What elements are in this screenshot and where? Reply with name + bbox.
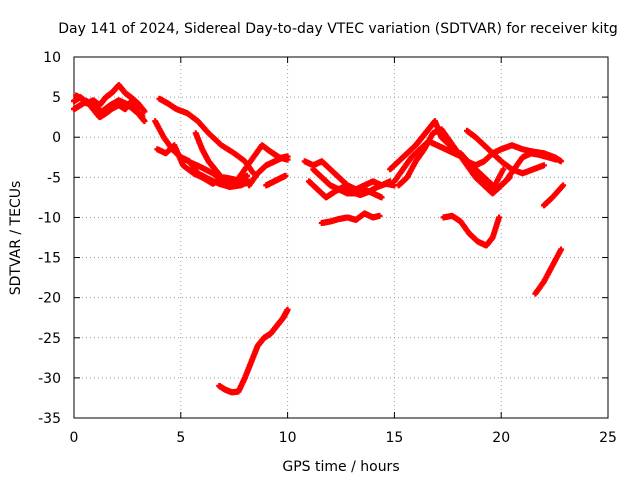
data-point [376, 212, 383, 219]
y-tick-label: 5 [52, 90, 61, 106]
y-tick-label: -5 [47, 170, 61, 186]
y-tick-label: -15 [38, 251, 61, 267]
series-arc-14 [305, 178, 398, 201]
series-arc-10 [263, 172, 289, 189]
y-axis-label: SDTVAR / TECUs [8, 181, 24, 296]
data-point [500, 166, 507, 173]
data-point [540, 162, 547, 169]
series-arc-03 [73, 92, 146, 120]
y-tick-label: -35 [38, 411, 61, 427]
series-arc-11 [216, 306, 291, 396]
y-tick-labels: 10 5 0 -5 -10 -15 -20 -25 -30 -35 [38, 50, 61, 427]
plot-frame [73, 56, 609, 419]
series-arc-12 [301, 158, 394, 193]
x-tick-label: 25 [599, 430, 617, 446]
data-point [282, 172, 289, 179]
data-point [284, 306, 291, 313]
y-tick-label: -20 [38, 291, 61, 307]
series-arc-19 [457, 150, 507, 193]
series-arc-21 [440, 212, 503, 249]
y-tick-label: 10 [43, 50, 61, 66]
x-tick-label: 0 [70, 430, 79, 446]
data-point [284, 153, 291, 160]
data-point [560, 182, 567, 189]
data-point [378, 194, 385, 201]
data-point [496, 214, 503, 221]
y-tick-label: 0 [52, 130, 61, 146]
series-arc-22 [532, 246, 565, 297]
data-point [506, 174, 513, 181]
series-arc-23 [540, 182, 567, 209]
y-tick-label: -30 [38, 371, 61, 387]
data-point [558, 158, 565, 165]
x-tick-label: 10 [279, 430, 297, 446]
y-tick-label: -10 [38, 210, 61, 226]
data-point [244, 172, 251, 179]
x-tick-label: 20 [492, 430, 510, 446]
data-points [71, 82, 567, 396]
series-arc-06 [156, 95, 257, 177]
x-axis-label: GPS time / hours [282, 459, 399, 475]
x-tick-label: 15 [385, 430, 403, 446]
axis-ticks [73, 56, 609, 419]
data-point [141, 118, 148, 125]
data-point [558, 246, 565, 253]
data-point [553, 156, 560, 163]
series-arc-20 [464, 127, 547, 177]
chart-title: Day 141 of 2024, Sidereal Day-to-day VTE… [58, 21, 618, 37]
grid-lines [74, 57, 608, 418]
data-point [141, 108, 148, 115]
series-arc-15 [318, 210, 383, 227]
x-tick-label: 5 [176, 430, 185, 446]
x-tick-labels: 0 5 10 15 20 25 [70, 430, 617, 446]
series-arc-09 [246, 153, 291, 189]
data-point [139, 113, 146, 120]
y-tick-label: -25 [38, 331, 61, 347]
